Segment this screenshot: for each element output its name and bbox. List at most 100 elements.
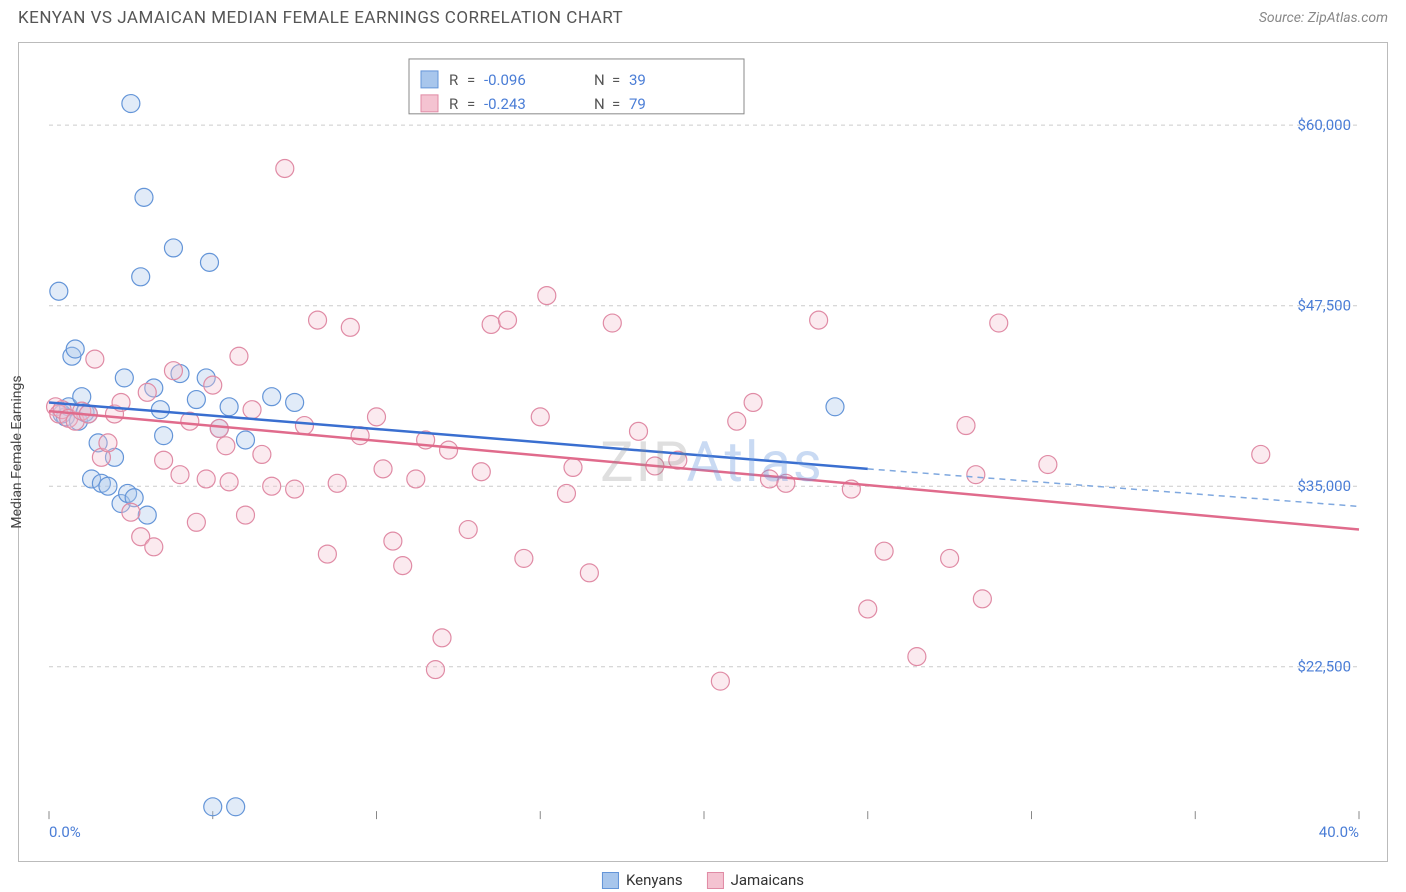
data-point	[138, 506, 156, 524]
data-point	[967, 466, 985, 484]
data-point	[187, 513, 205, 531]
legend-item: Kenyans	[602, 871, 683, 889]
chart-area: Median Female Earnings $22,500$35,000$47…	[18, 42, 1388, 862]
data-point	[263, 477, 281, 495]
data-point	[1039, 456, 1057, 474]
legend-label: Kenyans	[626, 871, 683, 889]
data-point	[197, 470, 215, 488]
data-point	[394, 557, 412, 575]
data-point	[155, 427, 173, 445]
bottom-legend: Kenyans Jamaicans	[602, 871, 804, 889]
stats-n-label: N	[594, 71, 605, 89]
data-point	[990, 314, 1008, 332]
trend-line-extrapolated	[868, 469, 1359, 507]
data-point	[243, 401, 261, 419]
data-point	[433, 629, 451, 647]
data-point	[580, 564, 598, 582]
data-point	[328, 474, 346, 492]
data-point	[957, 417, 975, 435]
data-point	[210, 419, 228, 437]
data-point	[440, 441, 458, 459]
data-point	[973, 590, 991, 608]
data-point	[155, 451, 173, 469]
stats-box	[409, 59, 744, 114]
stats-n-value: 79	[629, 95, 646, 113]
data-point	[711, 672, 729, 690]
data-point	[875, 542, 893, 560]
data-point	[253, 445, 271, 463]
stats-swatch	[421, 95, 438, 112]
data-point	[187, 391, 205, 409]
data-point	[227, 798, 245, 816]
y-tick-label: $60,000	[1298, 116, 1351, 134]
data-point	[826, 398, 844, 416]
data-point	[557, 484, 575, 502]
data-point	[263, 388, 281, 406]
data-point	[482, 315, 500, 333]
data-point	[908, 648, 926, 666]
data-point	[472, 463, 490, 481]
data-point	[538, 287, 556, 305]
data-point	[122, 95, 140, 113]
data-point	[286, 480, 304, 498]
data-point	[200, 253, 218, 271]
data-point	[407, 470, 425, 488]
data-point	[204, 798, 222, 816]
data-point	[237, 506, 255, 524]
data-point	[86, 350, 104, 368]
data-point	[220, 473, 238, 491]
data-point	[603, 314, 621, 332]
data-point	[115, 369, 133, 387]
data-point	[309, 311, 327, 329]
data-point	[499, 311, 517, 329]
chart-title: KENYAN VS JAMAICAN MEDIAN FEMALE EARNING…	[18, 8, 623, 28]
data-point	[230, 347, 248, 365]
data-point	[1252, 445, 1270, 463]
y-tick-label: $47,500	[1298, 297, 1351, 315]
data-point	[164, 362, 182, 380]
legend-label: Jamaicans	[731, 871, 804, 889]
legend-swatch	[602, 872, 619, 889]
data-point	[217, 437, 235, 455]
data-point	[99, 477, 117, 495]
data-point	[941, 549, 959, 567]
stats-equals: =	[467, 71, 475, 89]
legend-swatch	[707, 872, 724, 889]
stats-r-label: R	[449, 95, 458, 113]
data-point	[50, 282, 68, 300]
legend-item: Jamaicans	[707, 871, 804, 889]
data-point	[122, 503, 140, 521]
stats-equals: =	[612, 71, 620, 89]
data-point	[164, 239, 182, 257]
data-point	[426, 661, 444, 679]
y-tick-label: $22,500	[1298, 658, 1351, 676]
data-point	[151, 401, 169, 419]
y-tick-label: $35,000	[1298, 477, 1351, 495]
source-label: Source: ZipAtlas.com	[1259, 10, 1388, 26]
stats-swatch	[421, 71, 438, 88]
data-point	[204, 376, 222, 394]
stats-r-value: -0.243	[484, 95, 526, 113]
x-tick-label: 0.0%	[49, 823, 81, 841]
data-point	[728, 412, 746, 430]
data-point	[286, 393, 304, 411]
data-point	[220, 398, 238, 416]
scatter-plot-svg: $22,500$35,000$47,500$60,0000.0%40.0%R=-…	[19, 43, 1387, 861]
data-point	[630, 422, 648, 440]
stats-equals: =	[612, 95, 620, 113]
data-point	[135, 188, 153, 206]
data-point	[237, 431, 255, 449]
data-point	[276, 160, 294, 178]
data-point	[138, 383, 156, 401]
data-point	[341, 318, 359, 336]
data-point	[374, 460, 392, 478]
data-point	[761, 470, 779, 488]
data-point	[515, 549, 533, 567]
data-point	[564, 458, 582, 476]
data-point	[66, 340, 84, 358]
data-point	[744, 393, 762, 411]
data-point	[368, 408, 386, 426]
data-point	[318, 545, 336, 563]
data-point	[132, 268, 150, 286]
data-point	[810, 311, 828, 329]
